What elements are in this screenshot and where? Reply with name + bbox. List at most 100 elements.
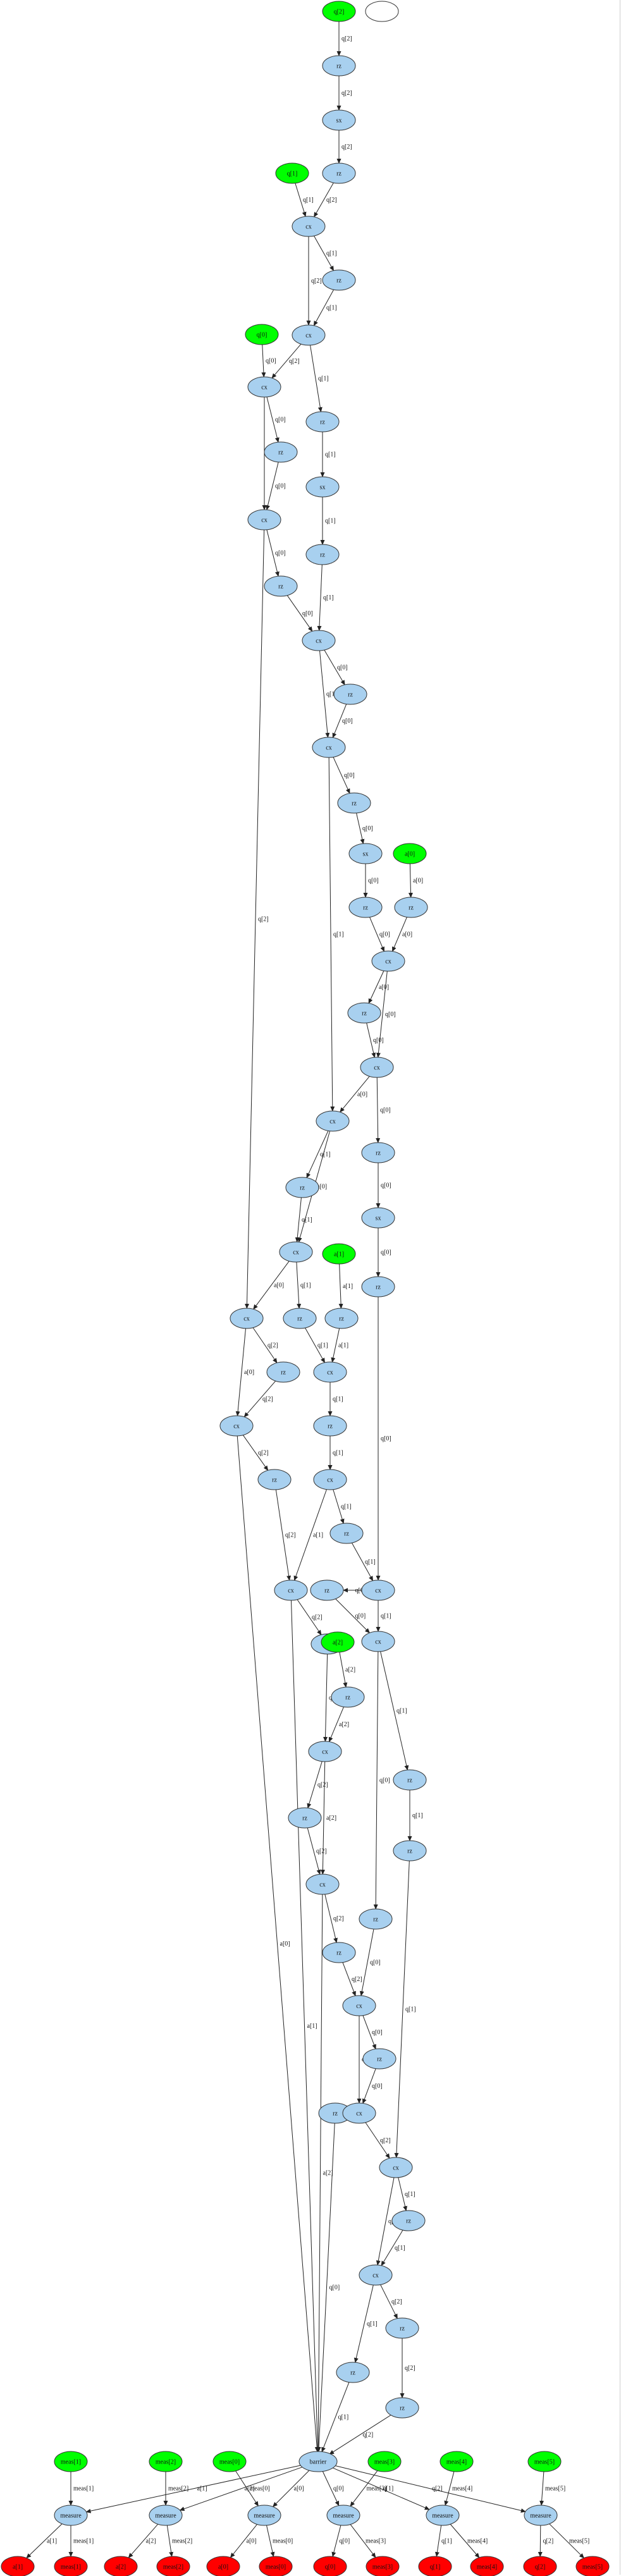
node-shape — [371, 950, 405, 972]
output-node-meas-0: meas[0] — [259, 2556, 293, 2576]
edge-label: q[1] — [367, 2321, 378, 2328]
edge-line — [333, 2465, 526, 2513]
input-node-q-1: q[1] — [275, 163, 309, 184]
gate-node-cx: cx — [361, 1631, 395, 1652]
edge-line — [293, 1489, 327, 1581]
edge-barrier-to-m4: q[0] — [322, 2471, 344, 2506]
gate-node-cx: cx — [230, 1308, 264, 1329]
edge-line — [359, 1929, 374, 1997]
edge-line — [316, 2123, 335, 2453]
gate-node-cx: cx — [247, 509, 281, 531]
edge-line — [319, 650, 330, 739]
gate-node-rz: rz — [329, 1523, 364, 1544]
edge-label: q[0] — [342, 718, 353, 725]
node-shape — [470, 2556, 504, 2576]
node-shape — [245, 324, 279, 345]
edge-line — [323, 1653, 328, 1742]
gate-node-cx: cx — [312, 737, 346, 758]
edge-cx_8-to-cx_9: a[0] — [340, 1076, 370, 1113]
node-label: rz — [377, 2056, 382, 2063]
node-shape — [305, 476, 340, 498]
edge-label: q[2] — [391, 2298, 402, 2305]
edge-label: a[1] — [197, 2486, 207, 2493]
edge-label: q[2] — [341, 144, 352, 150]
node-label: rz — [400, 2326, 405, 2333]
node-label: rz — [345, 1695, 350, 1702]
edge-label: meas[3] — [366, 2538, 386, 2545]
edge-rz_o-to-cx_16: q[0] — [376, 1297, 391, 1581]
edge-label: meas[5] — [545, 2486, 565, 2493]
edge-line — [26, 2524, 63, 2559]
node-shape — [149, 2451, 183, 2472]
edge-cx_6-to-cx_9: q[1] — [328, 757, 344, 1112]
node-shape — [393, 843, 427, 864]
node-shape — [326, 2505, 360, 2526]
edge-label: a[0] — [413, 878, 423, 885]
edge-line — [538, 2525, 543, 2557]
edge-line — [320, 1761, 326, 1875]
node-label: measure — [432, 2513, 453, 2520]
node-label: rz — [336, 278, 341, 285]
node-shape — [361, 1631, 395, 1652]
edge-line — [350, 2524, 376, 2558]
edge-label: a[2] — [245, 2486, 255, 2493]
gate-node-rz: rz — [310, 1579, 344, 1601]
edge-line — [237, 1435, 319, 2453]
edge-line — [381, 2229, 403, 2266]
edge-label: a[0] — [244, 1369, 254, 1376]
gate-node-rz: rz — [264, 575, 298, 597]
output-node-meas-5: meas[5] — [575, 2556, 610, 2576]
edge-line — [316, 1894, 323, 2452]
gate-node-rz: rz — [266, 1361, 300, 1383]
node-label: rz — [400, 2405, 405, 2412]
node-label: q[1] — [287, 171, 298, 178]
node-shape — [361, 1142, 395, 1163]
node-label: cx — [326, 745, 331, 752]
node-label: cx — [305, 224, 311, 231]
edge-label: q[1] — [333, 1396, 343, 1403]
edge-line — [245, 529, 265, 1309]
node-label: cx — [372, 2272, 378, 2279]
edge-label: q[1] — [303, 197, 314, 204]
edge-line — [243, 1380, 276, 1418]
edge-line — [380, 2285, 398, 2319]
node-label: meas[4] — [446, 2459, 467, 2466]
edge-line — [328, 1707, 344, 1743]
edge-barrier-to-m5: q[1] — [331, 2467, 430, 2510]
node-shape — [322, 269, 356, 291]
node-shape — [312, 737, 346, 758]
edge-line — [376, 2177, 395, 2266]
edge-line — [354, 2285, 374, 2364]
edge-line — [235, 2470, 259, 2506]
node-label: rz — [362, 1010, 367, 1017]
edge-label: q[1] — [318, 376, 329, 383]
gate-node-sx: sx — [322, 109, 356, 131]
edge-rz_m-to-sx_d: q[0] — [376, 1163, 391, 1208]
edge-line — [444, 2471, 455, 2506]
edge-line — [307, 1827, 321, 1875]
edge-cx_13-to-rz_t: q[2] — [242, 1435, 269, 1471]
empty-node — [365, 1, 399, 22]
edge-in_a1-to-rz_q: a[1] — [338, 1263, 353, 1309]
input-node-q-0: q[0] — [245, 324, 279, 345]
edge-label: q[2] — [285, 1532, 296, 1539]
gate-node-rz: rz — [322, 269, 356, 291]
edge-label: q[2] — [312, 1614, 323, 1621]
node-label: rz — [409, 905, 414, 912]
gate-node-rz: rz — [348, 897, 383, 918]
edge-cx_15-to-rz_w: q[2] — [297, 1599, 323, 1636]
gate-node-measure: measure — [54, 2505, 88, 2526]
edge-label: q[2] — [341, 35, 352, 42]
edge-sx_b-to-rz_f: q[1] — [320, 497, 336, 545]
node-label: rz — [302, 1815, 307, 1822]
edge-line — [261, 344, 266, 378]
edge-cx_21-to-cx_22: q[2] — [365, 2122, 391, 2159]
gate-node-sx: sx — [348, 843, 383, 864]
gate-node-rz: rz — [361, 1142, 395, 1163]
node-shape — [285, 1177, 319, 1198]
node-label: rz — [376, 1150, 381, 1157]
edge-m6-to-out_q2: q[2] — [538, 2525, 553, 2557]
node-shape — [292, 216, 326, 237]
